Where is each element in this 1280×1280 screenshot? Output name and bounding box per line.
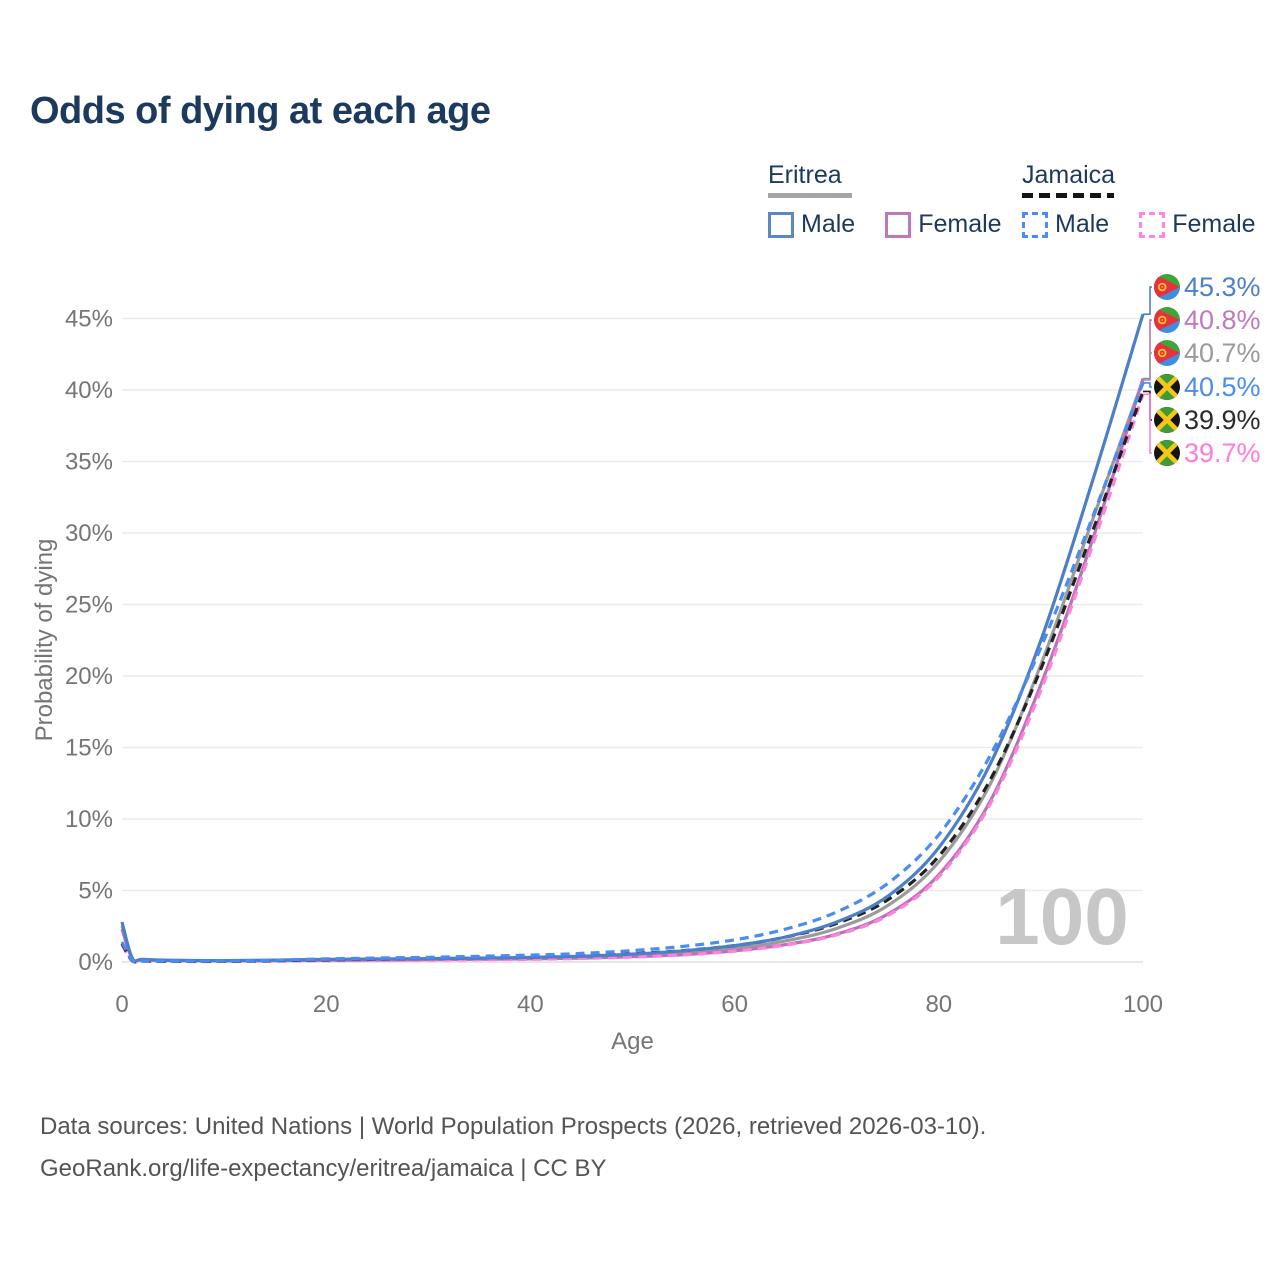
x-tick-label: 80 [925, 991, 952, 1018]
flag-saltire-2 [1154, 440, 1180, 466]
eritrea-line-style-sample [768, 193, 852, 198]
series-line-eritrea-male[interactable] [120, 313, 1145, 963]
end-label-leader-jamaica-female [1143, 393, 1152, 454]
y-tick-label: 5% [78, 878, 113, 905]
flag-wreath-emblem [1157, 315, 1167, 325]
end-label-leader-eritrea-male [1143, 286, 1152, 316]
y-tick-label: 40% [65, 377, 113, 404]
end-value-label-eritrea-female: 40.8% [1184, 305, 1261, 335]
flag-red-triangle [1154, 340, 1180, 366]
legend-item-eritrea-male[interactable]: Male [768, 210, 855, 239]
legend-group-title: Eritrea [768, 161, 842, 189]
jamaica-female-swatch-icon [1139, 211, 1166, 238]
end-value-label-eritrea-both: 40.7% [1184, 338, 1261, 368]
flag-wreath-emblem [1157, 348, 1167, 358]
legend-item-eritrea-female[interactable]: Female [885, 210, 1002, 239]
y-tick-label: 45% [65, 306, 113, 333]
legend-group-eritrea: Eritrea Male Female [768, 161, 1002, 239]
y-tick-label: 15% [65, 735, 113, 762]
jamaica-flag-art [1154, 407, 1180, 433]
flag-saltire-2 [1154, 374, 1180, 400]
series-line-eritrea-female[interactable] [120, 378, 1145, 963]
flag-wreath-center [1161, 352, 1164, 354]
end-value-label-jamaica-both: 39.9% [1184, 405, 1261, 435]
y-axis-title: Probability of dying [31, 539, 58, 742]
series-line-jamaica-female[interactable] [120, 393, 1145, 964]
x-tick-label: 40 [517, 991, 544, 1018]
y-tick-label: 20% [65, 663, 113, 690]
flag-wreath-center [1161, 286, 1164, 288]
y-tick-label: 30% [65, 520, 113, 547]
eritrea-flag-icon [1154, 340, 1180, 366]
legend-item-jamaica-male[interactable]: Male [1022, 210, 1109, 239]
legend-group-jamaica: Jamaica Male Female [1022, 161, 1256, 239]
legend-item-label: Male [801, 210, 856, 238]
eritrea-female-swatch-icon [885, 211, 912, 238]
jamaica-flag-icon [1154, 440, 1180, 466]
flag-red-triangle [1154, 307, 1180, 333]
eritrea-flag-art [1154, 340, 1180, 366]
flag-red-triangle [1154, 274, 1180, 300]
flag-wreath-emblem [1157, 282, 1167, 292]
jamaica-flag-art [1154, 374, 1180, 400]
y-tick-label: 25% [65, 592, 113, 619]
legend-item-jamaica-female[interactable]: Female [1139, 210, 1256, 239]
legend-item-label: Female [1172, 210, 1256, 238]
legend-item-label: Female [918, 210, 1002, 238]
x-tick-label: 20 [313, 991, 340, 1018]
eritrea-flag-icon [1154, 307, 1180, 333]
end-value-label-jamaica-female: 39.7% [1184, 438, 1261, 468]
x-tick-label: 0 [115, 991, 128, 1018]
eritrea-flag-art [1154, 274, 1180, 300]
page-title: Odds of dying at each age [30, 90, 491, 132]
jamaica-male-swatch-icon [1022, 211, 1048, 238]
eritrea-male-swatch-icon [768, 211, 794, 238]
legend-group-title: Jamaica [1022, 161, 1116, 189]
end-label-leader-jamaica-male [1143, 382, 1152, 388]
jamaica-flag-icon [1154, 374, 1180, 400]
x-tick-label: 60 [721, 991, 748, 1018]
end-label-leader-eritrea-both [1143, 352, 1152, 381]
flag-saltire-2 [1154, 407, 1180, 433]
x-axis-title: Age [611, 1028, 654, 1055]
data-source-note: Data sources: United Nations | World Pop… [40, 1106, 986, 1190]
jamaica-flag-art [1154, 440, 1180, 466]
end-value-label-eritrea-male: 45.3% [1184, 272, 1261, 302]
jamaica-flag-icon [1154, 407, 1180, 433]
y-tick-label: 10% [65, 806, 113, 833]
eritrea-flag-icon [1154, 274, 1180, 300]
legend-item-label: Male [1055, 210, 1110, 238]
y-tick-label: 35% [65, 449, 113, 476]
series-line-jamaica-male[interactable] [120, 382, 1145, 964]
series-line-eritrea-both[interactable] [120, 379, 1145, 963]
x-tick-label: 100 [1123, 991, 1163, 1018]
hover-age-watermark: 100 [995, 872, 1128, 961]
y-tick-label: 0% [78, 949, 113, 976]
end-label-leader-eritrea-female [1143, 319, 1152, 380]
attribution-line: GeoRank.org/life-expectancy/eritrea/jama… [40, 1155, 607, 1182]
flag-wreath-center [1161, 319, 1164, 321]
jamaica-line-style-sample [1022, 193, 1114, 198]
eritrea-flag-art [1154, 307, 1180, 333]
end-value-label-jamaica-male: 40.5% [1184, 372, 1261, 402]
source-line: Data sources: United Nations | World Pop… [40, 1113, 987, 1140]
